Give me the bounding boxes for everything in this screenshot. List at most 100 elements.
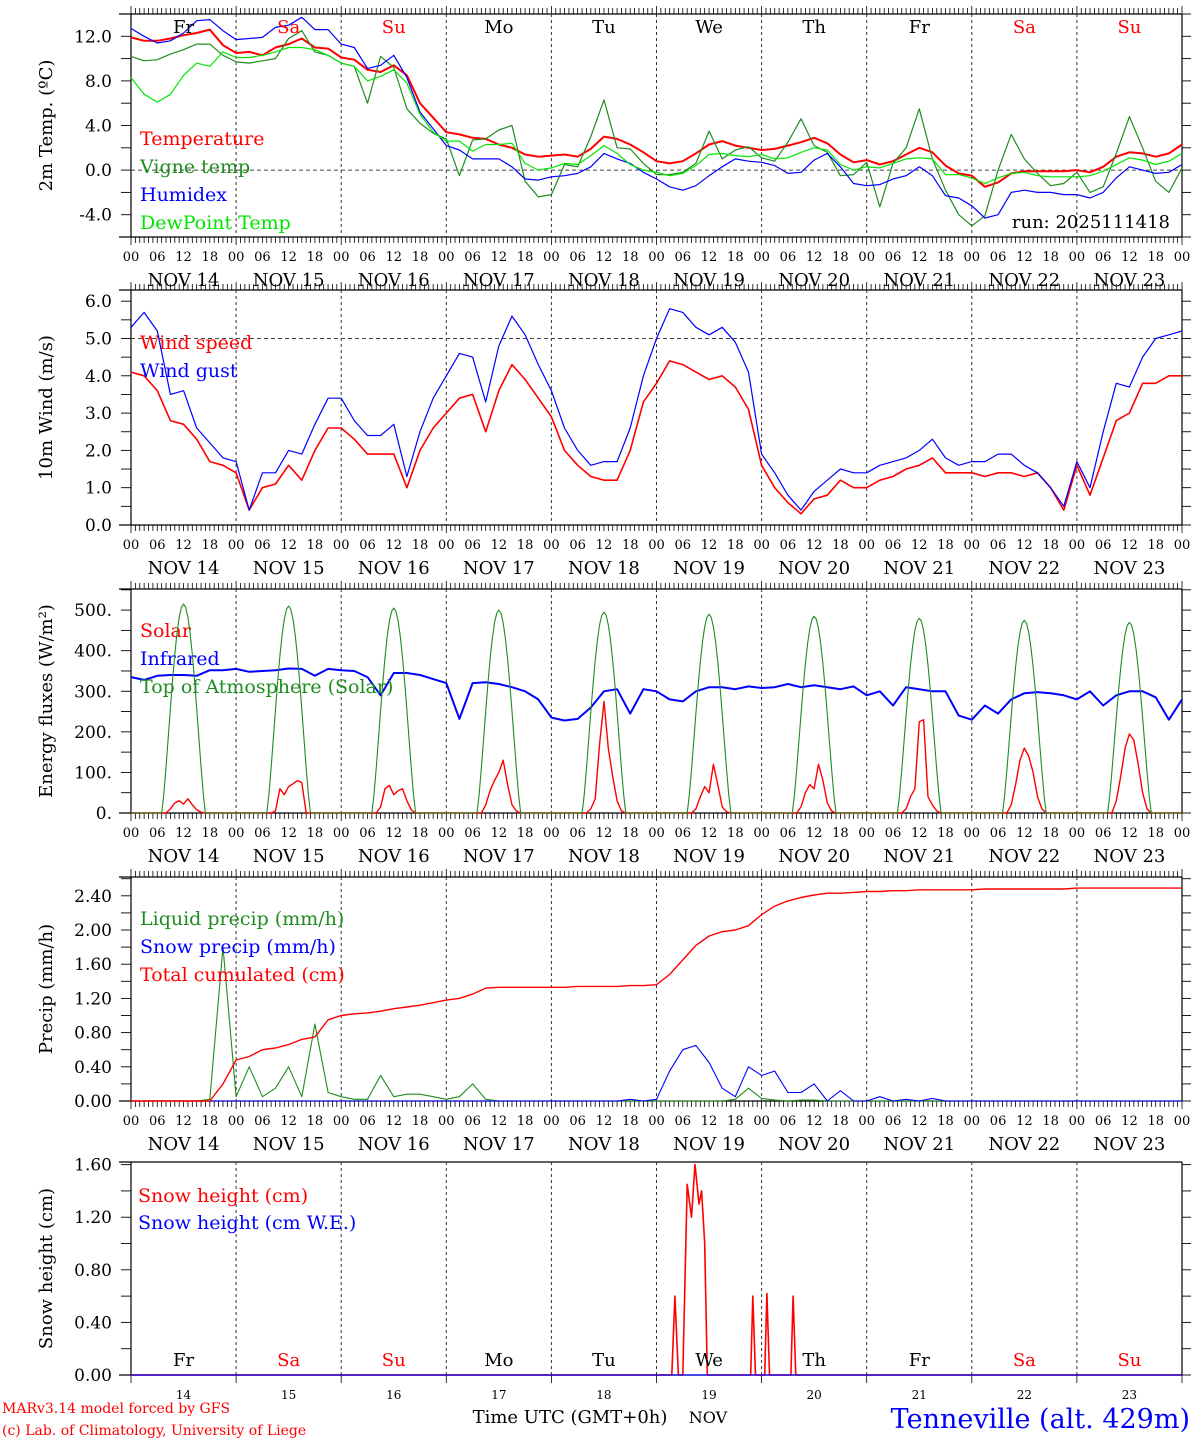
hour-tick-label: 06 (359, 538, 376, 553)
hour-tick-label: 12 (175, 1114, 192, 1129)
hour-tick-label: 00 (753, 826, 770, 841)
legend-entry: Liquid precip (mm/h) (140, 908, 344, 930)
date-tick-label: NOV 22 (988, 846, 1060, 867)
hour-tick-label: 18 (1147, 250, 1164, 265)
date-tick-label: NOV 15 (253, 558, 325, 579)
hour-tick-label: 06 (885, 538, 902, 553)
hour-tick-label: 12 (491, 1114, 508, 1129)
y-tick-label: -4.0 (79, 206, 112, 226)
legend-entry: Wind speed (140, 332, 252, 354)
total-cumulated-cm-line (131, 887, 1182, 1102)
hour-tick-label: 06 (675, 826, 692, 841)
hour-tick-label: 12 (491, 538, 508, 553)
hour-tick-label: 18 (307, 826, 324, 841)
hour-tick-label: 06 (780, 826, 797, 841)
hour-tick-label: 18 (937, 250, 954, 265)
legend-entry: Vigne temp (139, 156, 250, 178)
legend-entry: DewPoint Temp (140, 212, 291, 234)
hour-tick-label: 06 (569, 250, 586, 265)
hour-tick-label: 06 (254, 826, 271, 841)
hour-tick-label: 00 (123, 538, 140, 553)
hour-tick-label: 00 (753, 1114, 770, 1129)
hour-tick-label: 06 (990, 826, 1007, 841)
date-tick-label: NOV 15 (253, 1134, 325, 1155)
date-tick-label: NOV 14 (148, 1134, 220, 1155)
y-tick-label: 0.0 (85, 161, 112, 181)
date-tick-label: NOV 23 (1094, 846, 1166, 867)
y-tick-label: 1.60 (74, 1156, 112, 1176)
hour-tick-label: 18 (517, 826, 534, 841)
weekday-label: Su (1117, 17, 1141, 38)
hour-tick-label: 12 (1016, 250, 1033, 265)
hour-tick-label: 12 (596, 538, 613, 553)
hour-tick-label: 12 (806, 538, 823, 553)
hour-tick-label: 18 (517, 1114, 534, 1129)
hour-tick-label: 06 (675, 250, 692, 265)
y-tick-label: 5.0 (85, 329, 112, 349)
y-axis-label: Precip (mm/h) (36, 924, 57, 1054)
hour-tick-label: 18 (307, 1114, 324, 1129)
hour-tick-label: 12 (385, 538, 402, 553)
hour-tick-label: 18 (832, 538, 849, 553)
hour-tick-label: 12 (1016, 1114, 1033, 1129)
legend-entry: Solar (140, 620, 192, 642)
hour-tick-label: 00 (1069, 1114, 1086, 1129)
y-tick-label: 1.0 (85, 479, 112, 499)
date-tick-label: NOV 23 (1094, 1134, 1166, 1155)
hour-tick-label: 06 (1095, 1114, 1112, 1129)
hour-tick-label: 00 (333, 250, 350, 265)
hour-tick-label: 18 (727, 538, 744, 553)
hour-tick-label: 18 (832, 1114, 849, 1129)
x-axis-label: Time UTC (GMT+0h) (473, 1407, 668, 1428)
weekday-label: We (695, 1350, 723, 1371)
hour-tick-label: 12 (806, 250, 823, 265)
hour-tick-label: 12 (701, 826, 718, 841)
date-tick-label: NOV 17 (463, 558, 535, 579)
weekday-label: Sa (1013, 17, 1036, 38)
hour-tick-label: 06 (885, 250, 902, 265)
hour-tick-label: 06 (359, 250, 376, 265)
hour-tick-label: 18 (832, 250, 849, 265)
date-tick-label: NOV 20 (778, 270, 850, 291)
hour-tick-label: 12 (806, 1114, 823, 1129)
date-tick-label: NOV 18 (568, 846, 640, 867)
day-number-label: 21 (912, 1388, 927, 1402)
date-tick-label: NOV 18 (568, 1134, 640, 1155)
legend-entry: Total cumulated (cm) (140, 964, 345, 986)
hour-tick-label: 06 (990, 1114, 1007, 1129)
date-tick-label: NOV 20 (778, 1134, 850, 1155)
date-tick-label: NOV 19 (673, 1134, 745, 1155)
hour-tick-label: 06 (359, 1114, 376, 1129)
hour-tick-label: 12 (1016, 538, 1033, 553)
hour-tick-label: 00 (438, 1114, 455, 1129)
date-tick-label: NOV 19 (673, 270, 745, 291)
hour-tick-label: 18 (517, 538, 534, 553)
hour-tick-label: 18 (1042, 538, 1059, 553)
hour-tick-label: 18 (832, 826, 849, 841)
hour-tick-label: 06 (1095, 538, 1112, 553)
date-tick-label: NOV 18 (568, 270, 640, 291)
y-tick-label: 1.60 (74, 955, 112, 975)
hour-tick-label: 06 (780, 538, 797, 553)
hour-tick-label: 00 (543, 1114, 560, 1129)
day-number-label: 14 (176, 1388, 192, 1402)
weekday-label: Su (382, 1350, 406, 1371)
weekday-label: Th (802, 17, 826, 38)
hour-tick-label: 00 (858, 1114, 875, 1129)
hour-tick-label: 00 (228, 1114, 245, 1129)
hour-tick-label: 00 (648, 250, 665, 265)
y-tick-label: 8.0 (85, 72, 112, 92)
y-axis-label: 2m Temp. (ºC) (36, 60, 57, 192)
y-tick-label: 100. (74, 763, 112, 783)
y-tick-label: 2.40 (74, 887, 112, 907)
hour-tick-label: 12 (596, 250, 613, 265)
hour-tick-label: 00 (964, 1114, 981, 1129)
hour-tick-label: 12 (175, 538, 192, 553)
hour-tick-label: 18 (1042, 250, 1059, 265)
hour-tick-label: 00 (543, 826, 560, 841)
hour-tick-label: 18 (517, 250, 534, 265)
hour-tick-label: 18 (937, 826, 954, 841)
hour-tick-label: 12 (385, 250, 402, 265)
day-number-label: 17 (491, 1388, 506, 1402)
temperature-line (130, 28, 1183, 188)
